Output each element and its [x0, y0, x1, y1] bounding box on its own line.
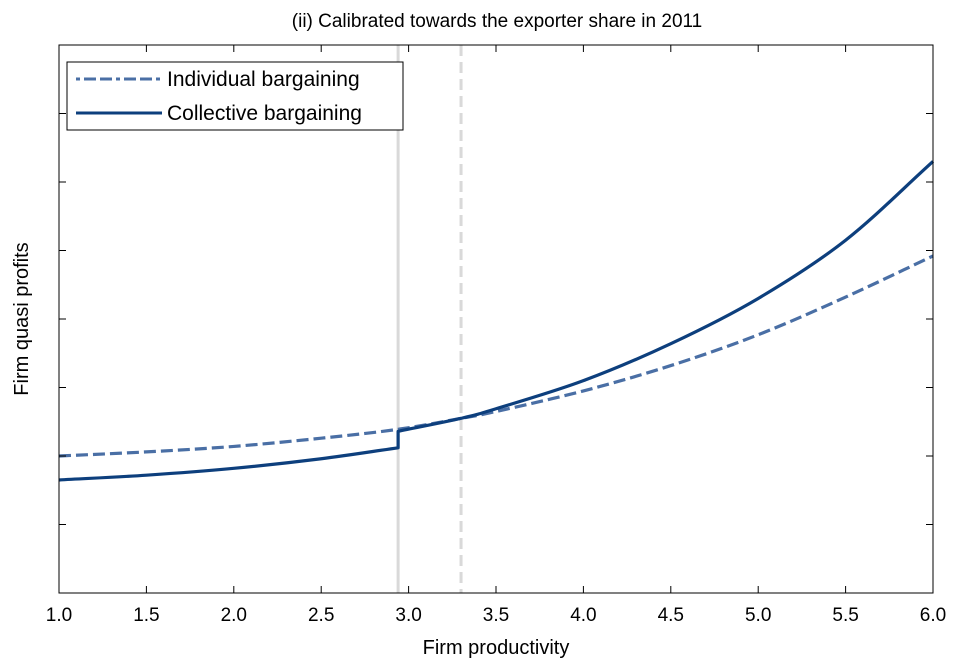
- y-axis-ticks: [59, 113, 933, 525]
- x-tick-label: 4.5: [658, 605, 684, 626]
- x-tick-label: 1.0: [46, 605, 72, 626]
- series-line-collective-bargaining: [58, 160, 935, 482]
- x-tick-label: 5.0: [745, 605, 771, 626]
- legend-label-collective-bargaining: Collective bargaining: [167, 102, 362, 125]
- chart-title: (ii) Calibrated towards the exporter sha…: [292, 11, 702, 32]
- x-tick-label: 3.5: [483, 605, 509, 626]
- y-axis-label: Firm quasi profits: [11, 242, 33, 395]
- x-tick-label: 5.5: [832, 605, 858, 626]
- x-axis-ticks: [58, 45, 934, 593]
- x-tick-label: 4.0: [570, 605, 596, 626]
- reference-lines: [396, 45, 463, 593]
- x-tick-label: 2.5: [308, 605, 334, 626]
- x-tick-label: 6.0: [920, 605, 946, 626]
- series-layer: [58, 160, 935, 482]
- legend: Individual bargaining Collective bargain…: [66, 61, 404, 131]
- x-axis-tick-labels: 1.0 1.5 2.0 2.5 3.0 3.5 4.0 4.5 5.0 5.5 6.0: [46, 605, 946, 626]
- x-tick-label: 3.0: [395, 605, 421, 626]
- x-axis-label: Firm productivity: [423, 637, 570, 659]
- legend-label-individual-bargaining: Individual bargaining: [167, 68, 360, 91]
- x-tick-label: 1.5: [133, 605, 159, 626]
- x-tick-label: 2.0: [221, 605, 247, 626]
- legend-box: [66, 61, 404, 131]
